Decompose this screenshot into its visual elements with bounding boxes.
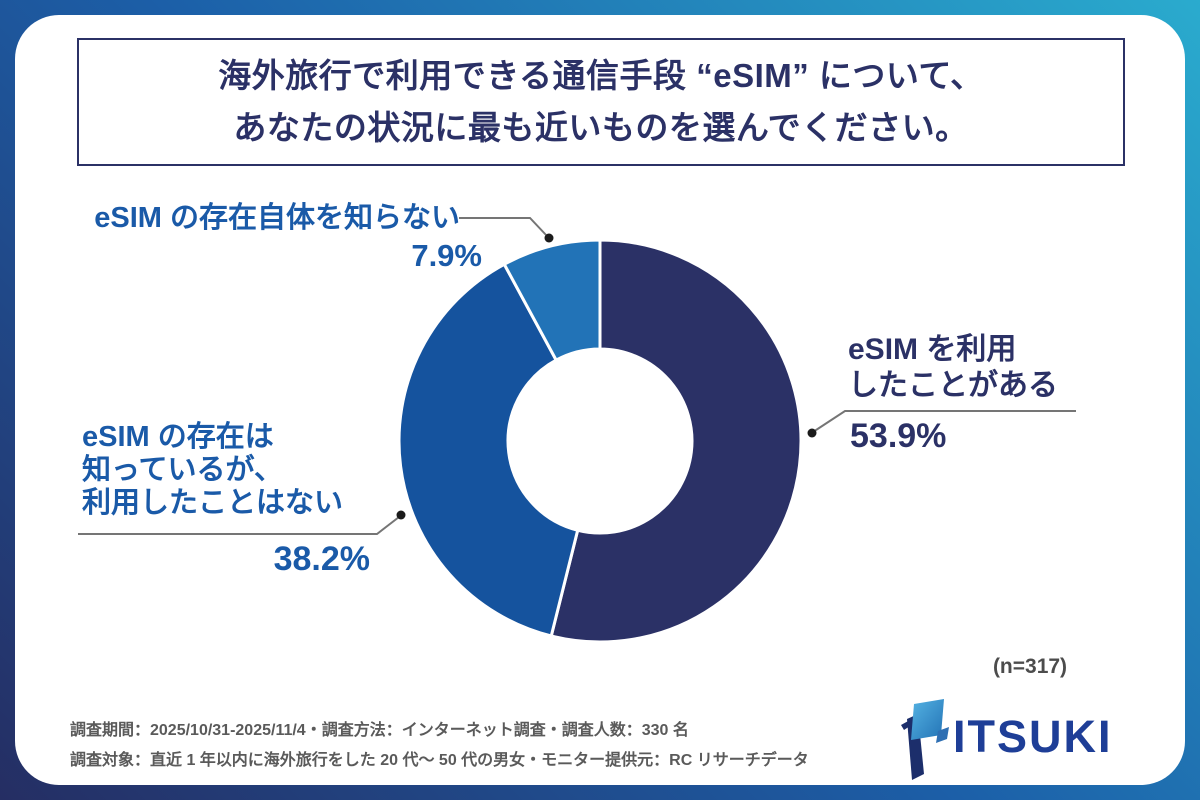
callout-used-label-line1: eSIM を利用 [848,333,1017,366]
itsuki-logo: ITSUKI [897,698,1137,780]
callout-used-label: eSIM を利用 したことがある [848,332,1148,404]
donut-chart [397,238,803,644]
survey-methodology-line2: 調査対象：直近 1 年以内に海外旅行をした 20 代～ 50 代の男女・モニター… [70,752,809,769]
callout-known-label-line3: 利用したことはない [82,487,344,519]
callout-unaware-label: eSIM の存在自体を知らない [94,202,460,234]
logo-shape-fold [936,727,949,743]
itsuki-logo-icon [901,699,949,780]
survey-methodology: 調査期間：2025/10/31-2025/11/4・調査方法：インターネット調査… [70,716,809,776]
survey-question-line1: 海外旅行で利用できる通信手段 “eSIM” について、 [218,57,984,94]
callout-used-percent: 53.9% [850,417,947,455]
logo-shape-panel [911,699,944,740]
survey-question-line2: あなたの状況に最も近いものを選んでください。 [233,109,969,146]
survey-methodology-line1: 調査期間：2025/10/31-2025/11/4・調査方法：インターネット調査… [70,722,689,739]
sample-size-note: (n=317) [992,655,1068,678]
callout-used-label-line2: したことがある [848,369,1058,402]
callout-known-label-line2: 知っているが、 [82,454,283,486]
callout-unaware-percent: 7.9% [411,238,482,273]
donut-segment-1 [397,262,580,638]
logo-shape-bar [907,714,924,780]
callout-known-label: eSIM の存在は 知っているが、 利用したことはない [82,421,402,520]
donut-segment-2 [502,238,602,362]
callout-known-label-line1: eSIM の存在は [82,421,274,453]
callout-known-percent: 38.2% [273,540,370,578]
donut-segment-0 [549,238,803,644]
itsuki-logo-text: ITSUKI [953,711,1113,762]
survey-question-box: 海外旅行で利用できる通信手段 “eSIM” について、 あなたの状況に最も近いも… [77,38,1125,166]
